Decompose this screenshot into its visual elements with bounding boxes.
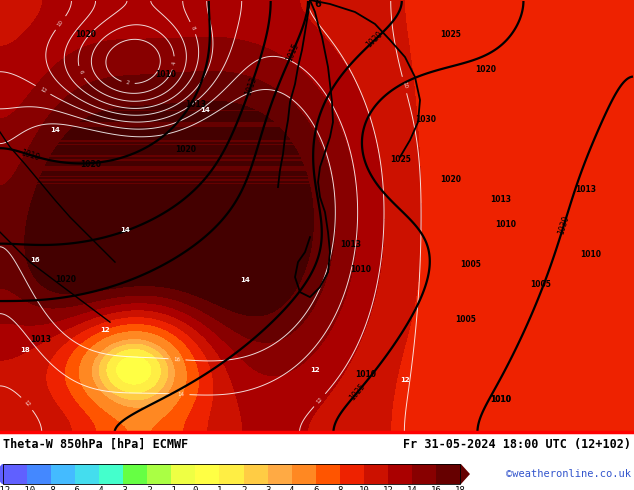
Text: 12: 12 <box>400 377 410 383</box>
Bar <box>268 464 292 484</box>
Bar <box>75 464 99 484</box>
Text: 1020: 1020 <box>80 160 101 169</box>
FancyArrow shape <box>460 464 470 484</box>
Text: 1013: 1013 <box>30 335 51 344</box>
Bar <box>243 464 268 484</box>
Text: 1013: 1013 <box>243 75 259 97</box>
Text: 1010: 1010 <box>490 395 511 404</box>
Text: 6: 6 <box>78 70 84 75</box>
Text: 14: 14 <box>120 227 130 233</box>
Text: 1010: 1010 <box>20 148 41 162</box>
Text: 8: 8 <box>190 25 196 30</box>
Bar <box>123 464 147 484</box>
Text: 16: 16 <box>173 357 181 362</box>
Text: 1013: 1013 <box>185 100 206 109</box>
Bar <box>388 464 412 484</box>
Text: -12: -12 <box>0 486 11 490</box>
Text: -3: -3 <box>118 486 129 490</box>
Text: -4: -4 <box>94 486 105 490</box>
Bar <box>364 464 388 484</box>
Text: 1030: 1030 <box>557 215 571 236</box>
Text: 4: 4 <box>289 486 294 490</box>
Text: 1010: 1010 <box>580 250 601 259</box>
Bar <box>147 464 171 484</box>
Text: 14: 14 <box>178 392 184 397</box>
Text: 1030: 1030 <box>415 115 436 124</box>
Text: 1005: 1005 <box>530 280 551 289</box>
Text: 14: 14 <box>406 486 417 490</box>
Text: 18: 18 <box>455 486 465 490</box>
Text: 6: 6 <box>314 0 321 9</box>
Text: Fr 31-05-2024 18:00 UTC (12+102): Fr 31-05-2024 18:00 UTC (12+102) <box>403 438 631 451</box>
Text: 14: 14 <box>200 107 210 113</box>
Text: -1: -1 <box>166 486 177 490</box>
Text: Theta-W 850hPa [hPa] ECMWF: Theta-W 850hPa [hPa] ECMWF <box>3 438 188 451</box>
Text: -10: -10 <box>19 486 35 490</box>
Bar <box>171 464 195 484</box>
Text: 1020: 1020 <box>175 145 196 154</box>
Text: 14: 14 <box>50 127 60 133</box>
Text: 1025: 1025 <box>390 155 411 164</box>
Bar <box>3 464 460 484</box>
Text: 1005: 1005 <box>460 260 481 269</box>
Text: 12: 12 <box>39 86 48 94</box>
Text: 2: 2 <box>126 80 130 86</box>
Text: -2: -2 <box>142 486 153 490</box>
Bar <box>195 464 219 484</box>
Text: -8: -8 <box>46 486 56 490</box>
Text: 16: 16 <box>430 486 441 490</box>
Text: 1010: 1010 <box>495 220 516 229</box>
Text: 10: 10 <box>401 81 408 89</box>
Bar <box>27 464 51 484</box>
Text: 1010: 1010 <box>490 395 511 404</box>
Text: 8: 8 <box>337 486 342 490</box>
Text: 1015: 1015 <box>285 41 301 63</box>
Text: 12: 12 <box>100 327 110 333</box>
Text: 1013: 1013 <box>575 185 596 194</box>
Text: -6: -6 <box>70 486 81 490</box>
Bar <box>436 464 460 484</box>
Bar <box>99 464 123 484</box>
Text: 12: 12 <box>310 367 320 373</box>
Text: 10: 10 <box>358 486 369 490</box>
Bar <box>51 464 75 484</box>
Text: 1010: 1010 <box>350 265 371 274</box>
Text: 12: 12 <box>382 486 393 490</box>
Bar <box>3 464 27 484</box>
Text: 1013: 1013 <box>490 195 511 204</box>
Text: ©weatheronline.co.uk: ©weatheronline.co.uk <box>506 469 631 479</box>
Text: 1020: 1020 <box>475 65 496 74</box>
Bar <box>412 464 436 484</box>
Bar <box>292 464 316 484</box>
Text: 3: 3 <box>265 486 270 490</box>
Text: 1025: 1025 <box>348 382 367 402</box>
Text: 1020: 1020 <box>365 30 385 50</box>
Text: 1020: 1020 <box>440 175 461 184</box>
Text: 0: 0 <box>193 486 198 490</box>
Text: 2: 2 <box>241 486 246 490</box>
Text: 1: 1 <box>217 486 222 490</box>
Text: 1020: 1020 <box>75 30 96 39</box>
Text: 1013: 1013 <box>340 240 361 249</box>
Text: 14: 14 <box>240 277 250 283</box>
Bar <box>219 464 243 484</box>
Bar <box>340 464 364 484</box>
Text: 10: 10 <box>56 19 65 27</box>
Text: 1005: 1005 <box>455 315 476 324</box>
Text: 4: 4 <box>171 61 177 65</box>
FancyArrow shape <box>0 464 3 484</box>
Text: 12: 12 <box>316 396 324 404</box>
Text: 1020: 1020 <box>55 275 76 284</box>
Text: 18: 18 <box>20 347 30 353</box>
Text: 12: 12 <box>23 399 31 408</box>
Text: 1025: 1025 <box>440 30 461 39</box>
Bar <box>316 464 340 484</box>
Text: 1010: 1010 <box>355 370 376 379</box>
Text: 16: 16 <box>30 257 39 263</box>
Text: 6: 6 <box>313 486 318 490</box>
Text: 1010: 1010 <box>155 70 176 79</box>
